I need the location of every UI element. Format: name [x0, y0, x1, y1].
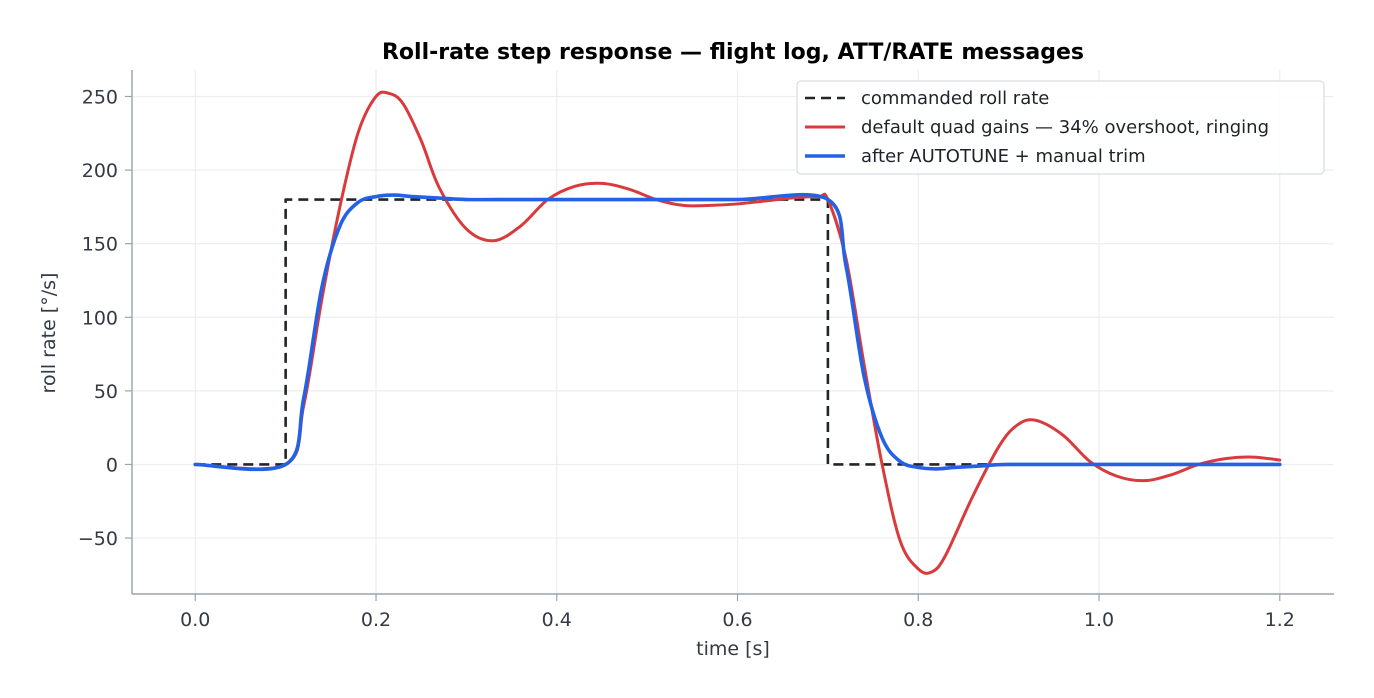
- x-tick-label: 0.8: [903, 609, 933, 631]
- x-tick-label: 1.0: [1084, 609, 1114, 631]
- series-line-autotune: [193, 192, 1282, 472]
- y-tick-label: 200: [82, 160, 118, 182]
- y-axis-ticks: −50 0 50 100 150 200 250: [78, 86, 132, 550]
- y-tick-label: 0: [106, 454, 118, 476]
- y-axis-label: roll rate [°/s]: [38, 273, 60, 394]
- x-tick-label: 0.2: [361, 609, 391, 631]
- x-axis-label: time [s]: [696, 638, 770, 660]
- x-axis-ticks: 0.0 0.2 0.4 0.6 0.8 1.0 1.2: [180, 594, 1295, 631]
- axes-spines: [131, 70, 1334, 595]
- series-layer: [193, 90, 1282, 575]
- x-tick-label: 0.4: [542, 609, 572, 631]
- y-tick-label: 50: [94, 381, 118, 403]
- y-tick-label: 150: [82, 234, 118, 256]
- x-tick-label: 0.0: [180, 609, 210, 631]
- legend-box: [796, 80, 1325, 175]
- x-tick-label: 0.6: [722, 609, 752, 631]
- y-tick-label: 100: [82, 307, 118, 329]
- legend: commanded roll rate default quad gains — …: [796, 80, 1325, 175]
- series-line-default-gains: [193, 90, 1282, 575]
- legend-label-commanded: commanded roll rate: [861, 88, 1049, 109]
- y-tick-label: 250: [82, 86, 118, 108]
- legend-label-autotune: after AUTOTUNE + manual trim: [861, 146, 1146, 167]
- x-tick-label: 1.2: [1265, 609, 1295, 631]
- y-tick-label: −50: [78, 528, 118, 550]
- chart-title: Roll-rate step response — flight log, AT…: [382, 40, 1084, 65]
- legend-label-default-gains: default quad gains — 34% overshoot, ring…: [861, 117, 1269, 138]
